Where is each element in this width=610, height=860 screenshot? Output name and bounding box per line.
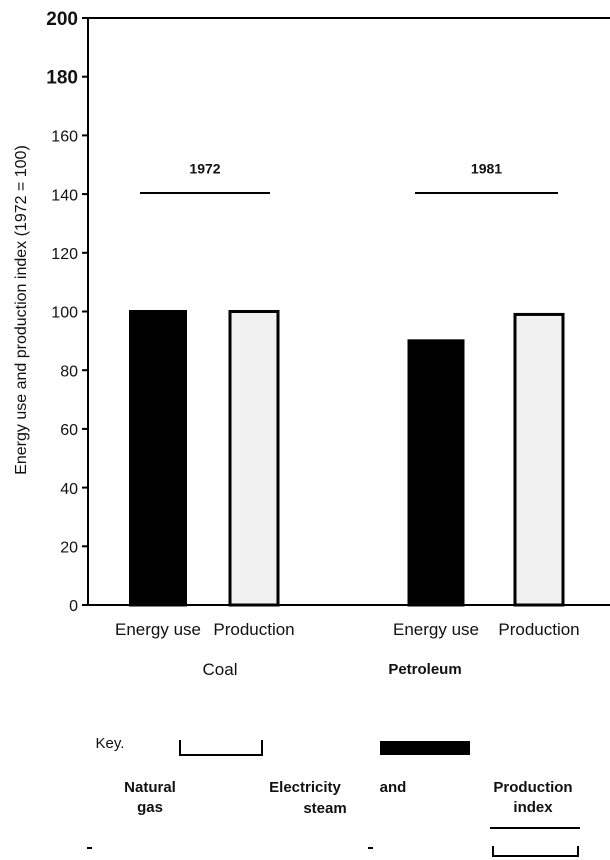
group-label: 1981	[471, 161, 502, 177]
key-label: Production index	[493, 779, 573, 816]
key-label: Petroleum	[388, 661, 462, 678]
key-label: Electricity	[269, 779, 341, 796]
x-tick-label: Production	[498, 620, 580, 639]
y-tick-label: 100	[51, 305, 78, 322]
y-tick-label: 200	[46, 9, 78, 30]
x-tick-label: Energy use	[393, 620, 479, 639]
y-tick-label: 0	[69, 598, 78, 615]
y-tick-label: 140	[51, 187, 78, 204]
bar	[407, 339, 465, 607]
y-tick-label: 80	[60, 363, 78, 380]
key-symbol	[492, 846, 579, 857]
key-label: Natural gas	[124, 779, 176, 816]
y-tick-label: 120	[51, 246, 78, 263]
bar	[513, 312, 565, 607]
bar	[228, 310, 280, 607]
key-label: steam	[303, 800, 347, 817]
y-tick-label: 40	[60, 481, 78, 498]
x-tick-label: Energy use	[115, 620, 201, 639]
y-axis-label: Energy use and production index (1972 = …	[13, 145, 30, 475]
x-tick-label: Production	[213, 620, 295, 639]
y-tick-label: 180	[46, 68, 78, 89]
key-title: Key.	[95, 735, 125, 752]
y-tick-label: 60	[60, 422, 78, 439]
y-tick-label: 20	[60, 540, 78, 557]
group-label: 1972	[189, 161, 220, 177]
key-symbol	[380, 741, 470, 755]
bar	[129, 310, 187, 607]
key-label: and	[379, 779, 407, 796]
y-tick-label: 160	[51, 129, 78, 146]
key-symbol	[179, 740, 263, 756]
key-label: Coal	[202, 660, 238, 679]
